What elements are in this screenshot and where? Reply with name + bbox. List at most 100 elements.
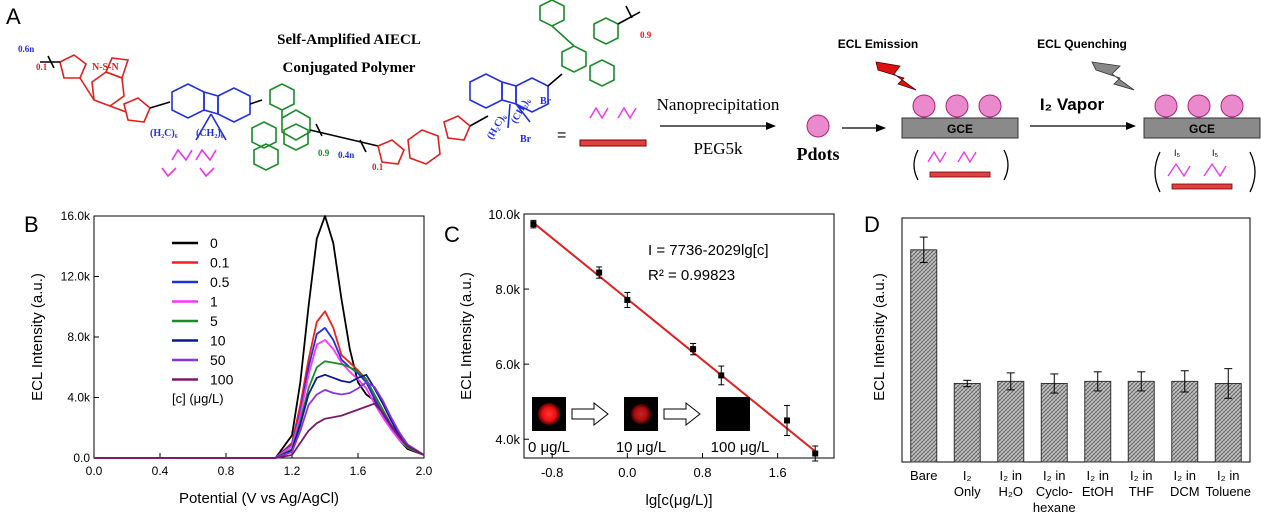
category-label-d: Only — [954, 484, 981, 499]
pdot-particle — [806, 114, 830, 138]
series-group-d — [910, 236, 1242, 463]
subscript-04n: 0.4n — [338, 150, 354, 160]
legend-b: 0 0.1 0.5 1 5 10 50 100 [c] (μg/L) — [172, 235, 234, 406]
ring-label: N-S-N — [92, 62, 119, 73]
chain-label-h2c6-right: (H₂C)₆ — [485, 112, 508, 141]
bar-0 — [910, 249, 938, 463]
category-label-d: hexane — [1033, 500, 1076, 515]
category-label-d: I₂ in — [1130, 468, 1152, 483]
fit-r-squared: R² = 0.99823 — [648, 267, 735, 284]
series-line-1 — [94, 339, 425, 459]
subscript-01: 0.1 — [36, 62, 48, 72]
i2-vapor-label: I₂ Vapor — [1040, 95, 1105, 114]
subscript-06n: 0.6n — [18, 44, 34, 54]
data-point-c — [784, 417, 791, 424]
series-line-0.1 — [94, 310, 425, 459]
x-tick-label-c: -0.8 — [541, 465, 563, 480]
data-point-c — [530, 221, 537, 228]
legend-label-10: 10 — [210, 333, 226, 349]
y-axis-label-b: ECL Intensity (a.u.) — [29, 273, 46, 401]
polymer-title-line1: Self-Amplified AIECL — [277, 32, 421, 48]
bond — [149, 101, 171, 109]
legend-label-0: 0 — [210, 235, 218, 251]
arrow-3-head — [1126, 122, 1136, 130]
x-axis-label-c: lg[c(μg/L)] — [646, 492, 713, 509]
bar-3 — [1040, 382, 1068, 463]
red-segment-right — [377, 115, 471, 165]
subscript-09b: 0.9 — [640, 30, 652, 40]
polymer-title-line2: Conjugated Polymer — [283, 60, 416, 76]
data-point-c — [718, 372, 725, 379]
polymer-subscripts: 0.6n 0.1 0.9 0.4n 0.1 0.9 — [18, 30, 652, 172]
bar-4 — [1084, 380, 1112, 463]
series-line-0 — [94, 215, 425, 459]
pdot-schematic — [579, 106, 647, 147]
polymer-structure — [40, 0, 641, 178]
y-tick-label-b: 12.0k — [61, 270, 91, 284]
x-tick-label-b: 1.2 — [284, 464, 301, 478]
red-segment-left — [59, 54, 151, 123]
inset-100-label: 100 μg/L — [711, 439, 770, 456]
x-tick-label-b: 1.6 — [350, 464, 367, 478]
y-tick-label-c: 10.0k — [488, 207, 520, 222]
data-point-c — [624, 296, 631, 303]
gce-label-2: GCE — [1189, 122, 1215, 136]
y-tick-label-b: 8.0k — [67, 330, 91, 344]
emission-lightning-icon — [875, 61, 917, 91]
i5-label-b: I₅ — [1212, 148, 1219, 158]
inset-arrow-2 — [663, 401, 701, 427]
fluorene-left — [161, 83, 251, 178]
category-label-d: I₂ in — [1043, 468, 1065, 483]
category-label-d: I₂ in — [1217, 468, 1239, 483]
arrow-1-head — [766, 122, 776, 130]
y-tick-label-c: 6.0k — [495, 357, 520, 372]
inset-images: 0 μg/L 10 μg/L 100 μg/L — [528, 397, 769, 456]
arrow-2-head — [876, 124, 886, 132]
plot-frame-d — [901, 217, 1251, 463]
peg-label: PEG5k — [693, 139, 743, 158]
br-label-2: Br — [520, 134, 532, 145]
tpe-unit-right — [539, 0, 619, 87]
category-label-d: I₂ in — [1174, 468, 1196, 483]
chain-label-ch26-left: (CH₂)₆ — [196, 128, 224, 139]
inset-0-label: 0 μg/L — [528, 439, 570, 456]
x-tick-label-c: 0.8 — [693, 465, 711, 480]
inset-arrow-1 — [571, 401, 609, 427]
bar-5 — [1127, 380, 1155, 463]
quench-lightning-icon — [1091, 61, 1135, 91]
panel-a: A — [6, 0, 1261, 193]
x-tick-label-b: 0.0 — [86, 464, 103, 478]
x-tick-label-b: 2.0 — [416, 464, 433, 478]
subscript-01b: 0.1 — [372, 162, 384, 172]
y-tick-label-c: 4.0k — [495, 432, 520, 447]
legend-label-100: 100 — [210, 372, 234, 388]
panel-c-label: C — [444, 222, 460, 247]
panel-c: C -0.8 0.0 0.8 1.6 4.0k 6.0k 8.0k 10.0k I = 773… — [444, 207, 835, 509]
data-point-c — [690, 346, 697, 353]
tpe-unit-left — [251, 83, 311, 171]
inset-0-dot — [538, 403, 560, 425]
category-label-d: THF — [1129, 484, 1154, 499]
category-label-d: I₂ — [963, 468, 972, 483]
y-tick-label-b: 0.0 — [73, 451, 90, 465]
series-line-100 — [94, 402, 425, 459]
series-group-c — [530, 219, 819, 462]
data-point-c — [812, 450, 819, 457]
legend-label-0.5: 0.5 — [210, 274, 230, 290]
y-tick-label-b: 16.0k — [61, 209, 91, 223]
category-label-d: Cyclo- — [1036, 484, 1073, 499]
y-axis-label-c: ECL Intensity (a.u.) — [458, 272, 475, 400]
bar-1 — [953, 382, 981, 463]
plot-frame-c — [523, 213, 835, 459]
legend-label-5: 5 — [210, 313, 218, 329]
x-tick-label-c: 1.6 — [769, 465, 787, 480]
inset-10-label: 10 μg/L — [616, 439, 666, 456]
category-label-d: EtOH — [1082, 484, 1114, 499]
series-group-b — [94, 215, 425, 459]
electrode-1: GCE — [901, 94, 1019, 181]
fit-equation: I = 7736-2029lg[c] — [648, 242, 769, 259]
bar-6 — [1171, 380, 1199, 463]
